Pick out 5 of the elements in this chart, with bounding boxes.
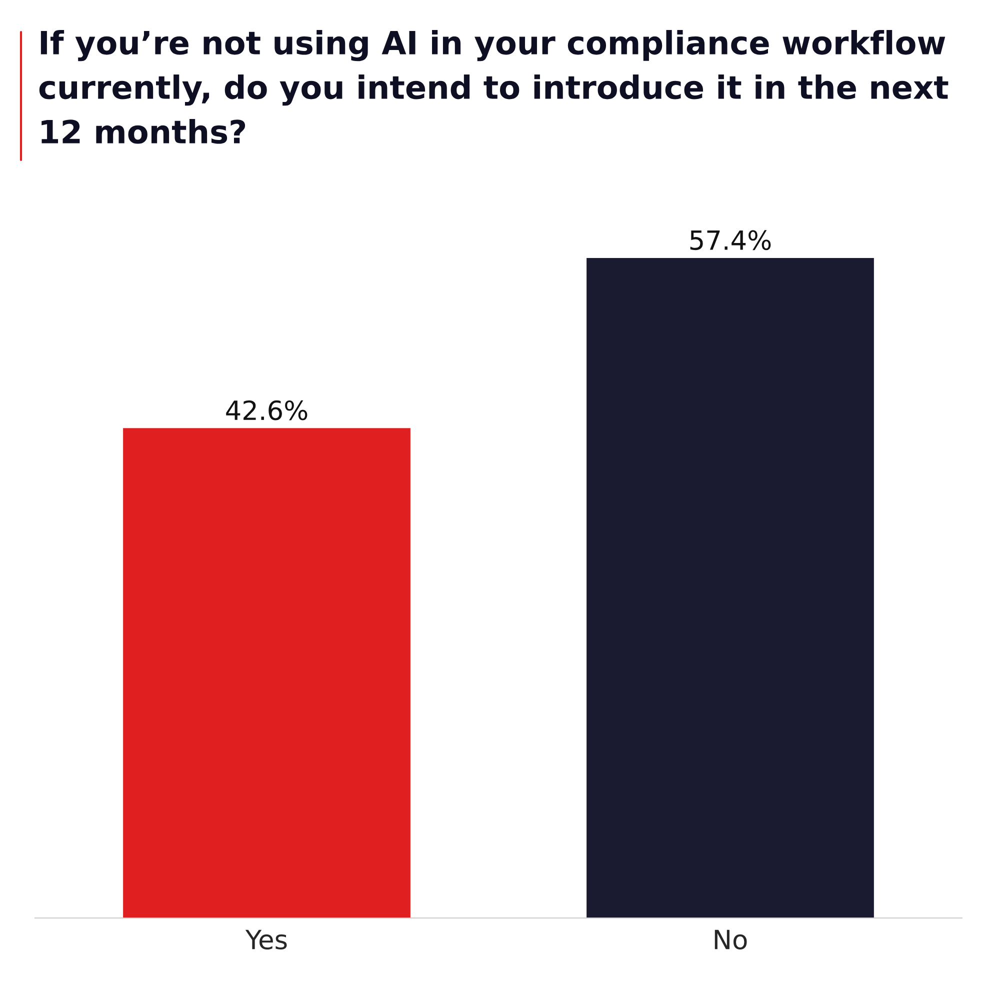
data-label: 42.6% [226,400,308,420]
data-label: 57.4% [690,230,771,250]
x-tick-label: Yes [245,930,287,950]
x-tick-label: No [714,930,747,950]
chart-title: If you’re not using AI in your compliance workflow currently, do you intend to introduce it in the next 12 months? [39,30,948,144]
